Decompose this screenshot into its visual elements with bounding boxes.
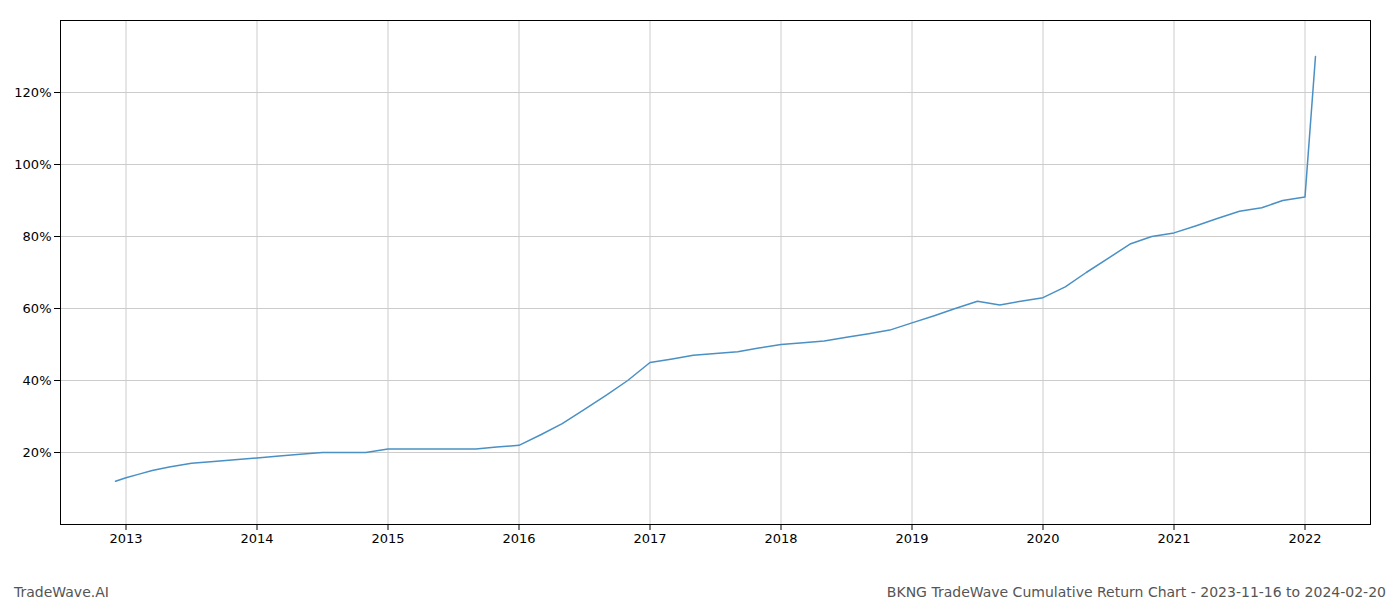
svg-text:120%: 120% <box>14 85 51 100</box>
svg-text:40%: 40% <box>23 373 52 388</box>
svg-text:2018: 2018 <box>764 531 797 546</box>
svg-text:2022: 2022 <box>1288 531 1321 546</box>
svg-text:60%: 60% <box>23 301 52 316</box>
svg-text:2017: 2017 <box>633 531 666 546</box>
svg-text:2014: 2014 <box>240 531 273 546</box>
svg-text:2020: 2020 <box>1026 531 1059 546</box>
svg-text:2013: 2013 <box>109 531 142 546</box>
svg-text:2021: 2021 <box>1157 531 1190 546</box>
html-text:TradeWave.AI: TradeWave.AI <box>14 584 109 600</box>
html-text:BKNG TradeWave Cumulative Retu: BKNG TradeWave Cumulative Return Chart -… <box>886 584 1386 600</box>
svg-text:2019: 2019 <box>895 531 928 546</box>
svg-text:2015: 2015 <box>371 531 404 546</box>
svg-text:2016: 2016 <box>502 531 535 546</box>
svg-text:20%: 20% <box>23 445 52 460</box>
svg-text:80%: 80% <box>23 229 52 244</box>
svg-text:100%: 100% <box>14 157 51 172</box>
